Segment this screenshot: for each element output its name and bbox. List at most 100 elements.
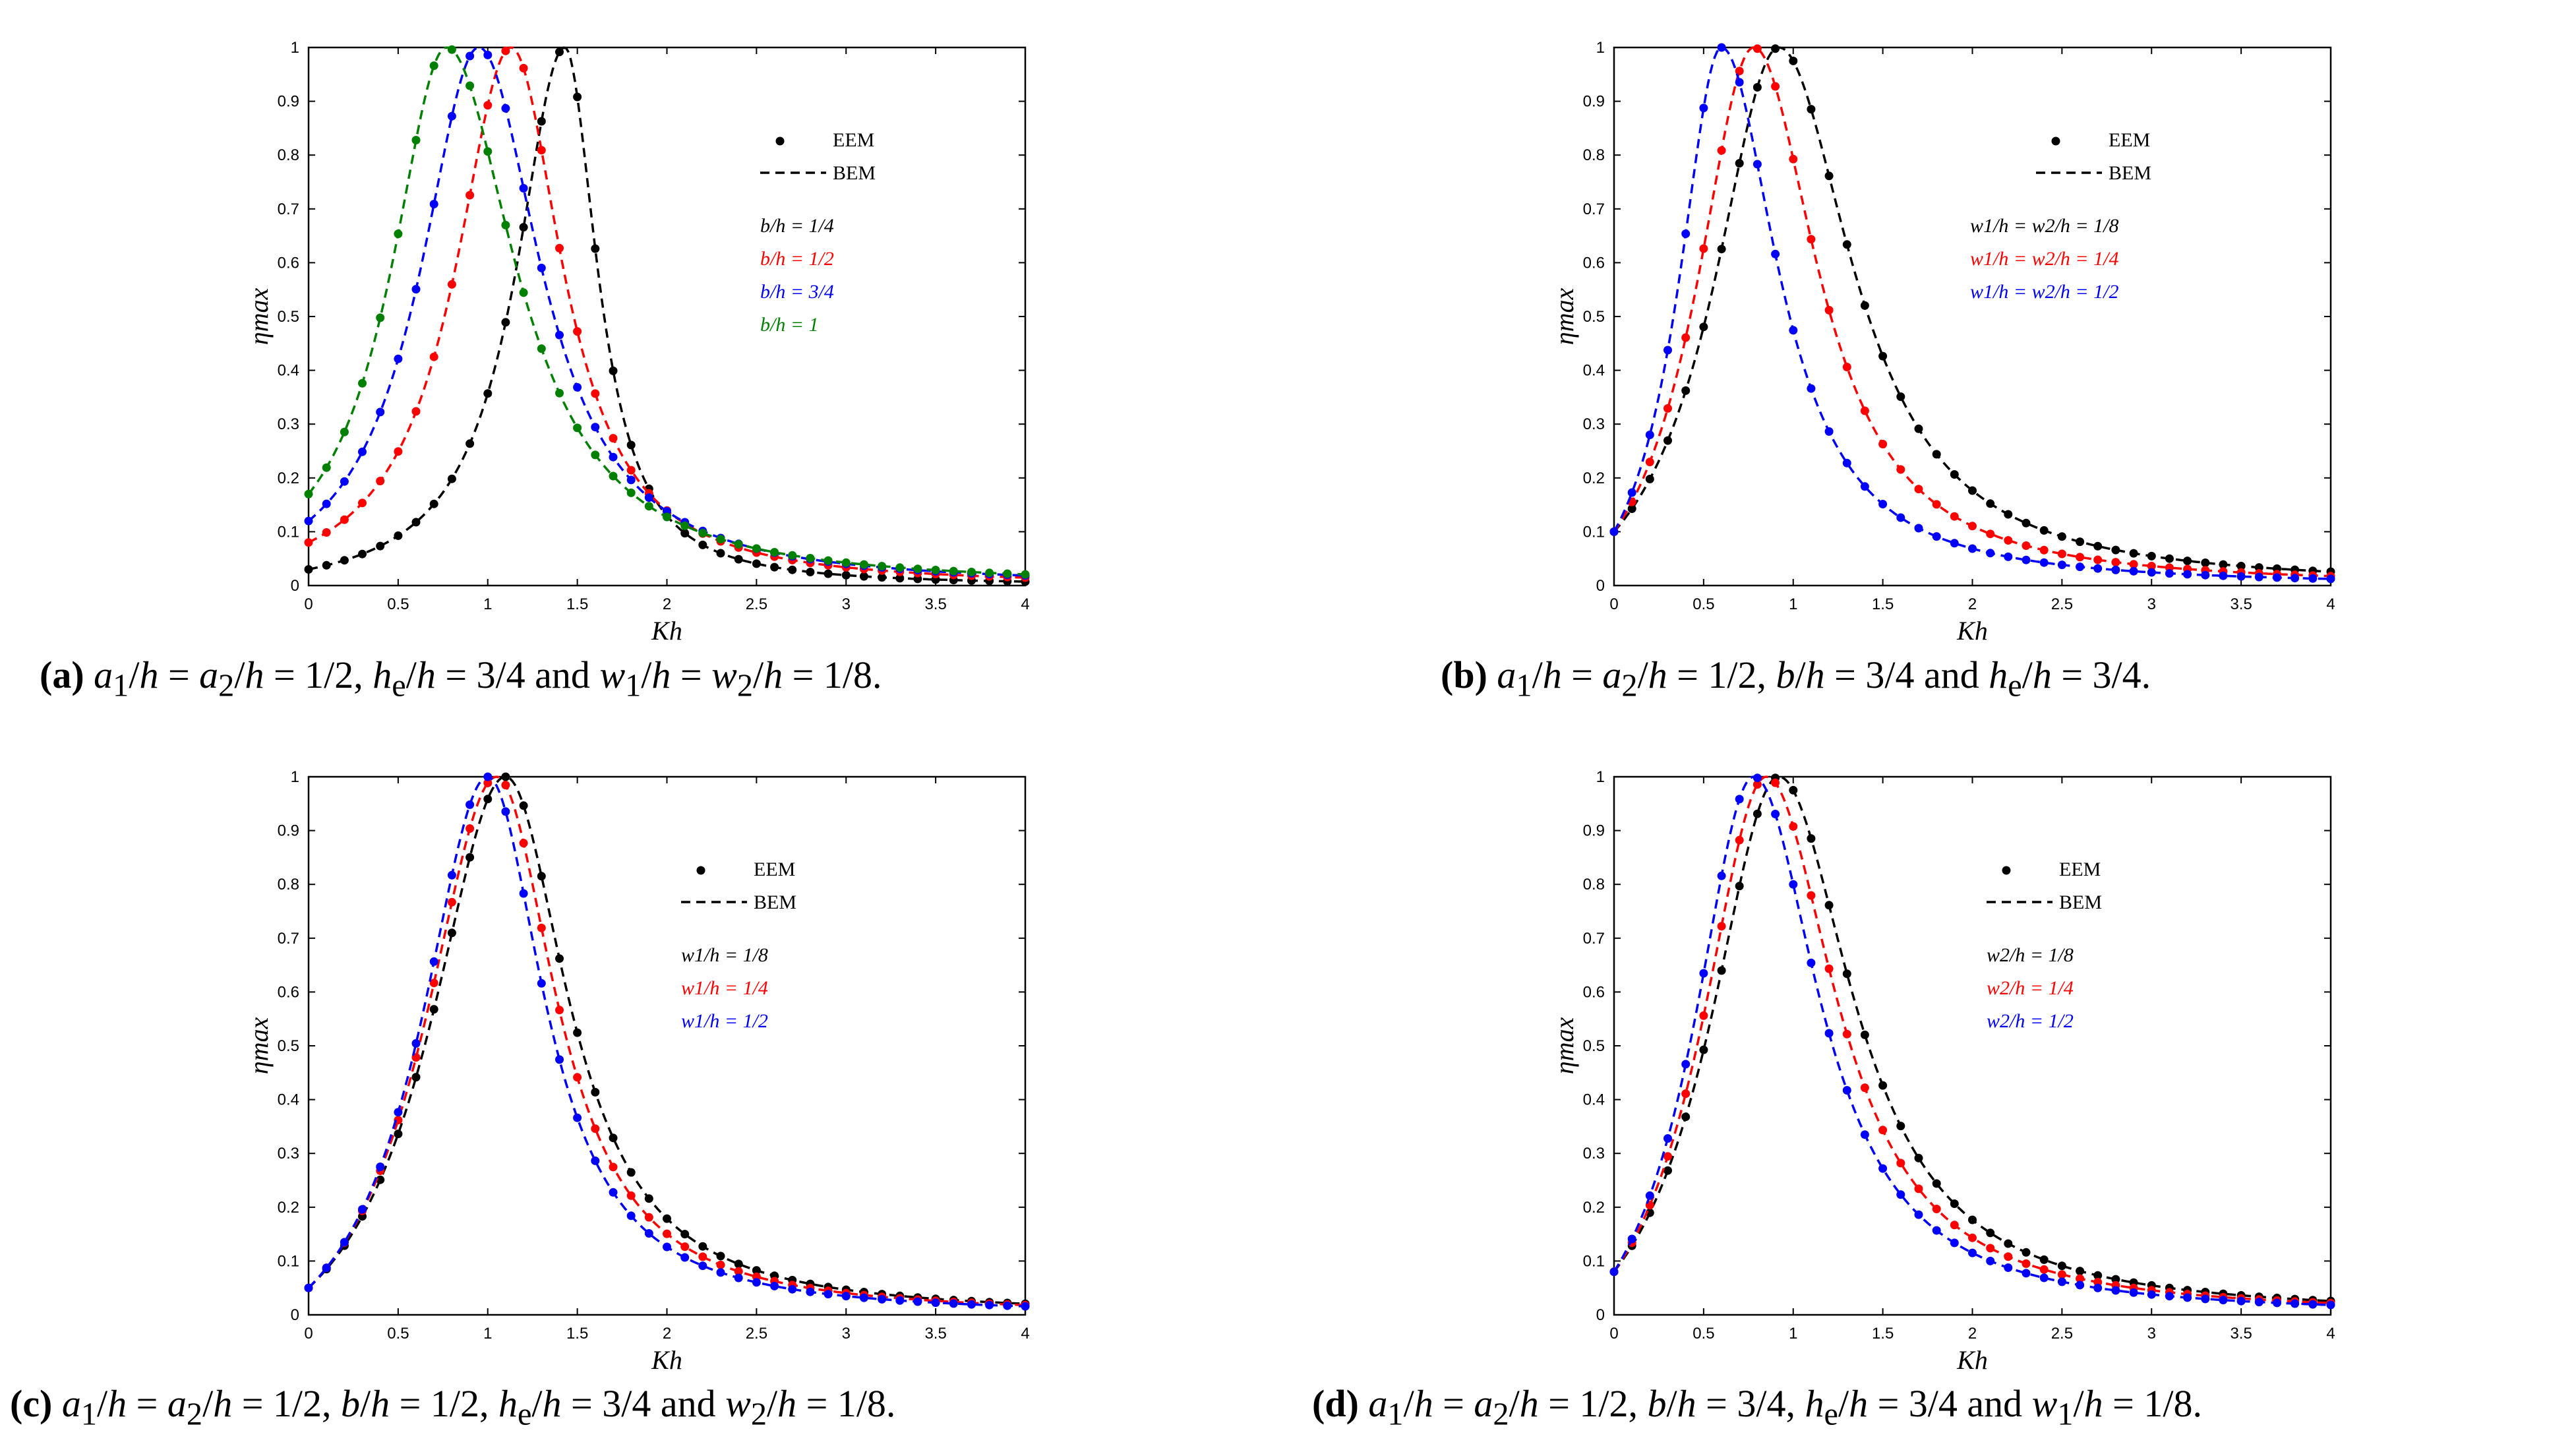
series-point-0 xyxy=(1752,82,1762,92)
chart-panel-b: 0 0.5 1 1.5 2 2.5 3 3.5 4 0 0.1 0.2 0.3 0.4 0.5 0.6 0.7 0… xyxy=(1549,39,2335,646)
series-point-3 xyxy=(429,61,438,71)
series-point-1 xyxy=(1771,778,1780,787)
x-tick-label: 1.5 xyxy=(1872,595,1894,613)
legend-marker-eem xyxy=(696,866,705,875)
x-tick-label: 2 xyxy=(663,1325,671,1343)
legend-label-bem: BEM xyxy=(2059,891,2102,913)
series-point-0 xyxy=(591,244,600,253)
series-line-1 xyxy=(1613,46,2331,578)
series-point-2 xyxy=(358,1205,367,1214)
y-tick-label: 0 xyxy=(1596,577,1605,595)
series-point-0 xyxy=(429,499,438,508)
series-point-2 xyxy=(770,1281,779,1290)
series-point-1 xyxy=(1752,44,1762,53)
series-point-0 xyxy=(465,853,475,862)
series-point-0 xyxy=(1860,1030,1869,1039)
y-tick-label: 0.5 xyxy=(278,1037,299,1055)
x-tick-label: 0.5 xyxy=(387,595,409,613)
series-point-0 xyxy=(626,440,636,450)
series-point-2 xyxy=(752,1278,761,1287)
series-point-3 xyxy=(770,548,779,557)
series-point-1 xyxy=(1914,485,1923,494)
legend-series-0: w1/h = w2/h = 1/8 xyxy=(1970,215,2119,237)
series-point-1 xyxy=(2057,1270,2066,1279)
series-point-3 xyxy=(394,229,403,239)
series-point-0 xyxy=(376,1175,385,1184)
series-point-3 xyxy=(483,147,493,156)
y-tick-label: 0.1 xyxy=(1583,1252,1605,1270)
series-point-2 xyxy=(2111,1286,2120,1295)
y-tick-label: 0.7 xyxy=(1583,200,1605,218)
series-point-1 xyxy=(411,407,421,416)
series-point-0 xyxy=(1717,245,1726,254)
series-point-0 xyxy=(2076,537,2085,547)
series-point-1 xyxy=(1932,500,1941,509)
series-point-3 xyxy=(806,554,815,562)
series-point-0 xyxy=(394,1130,403,1139)
series-point-0 xyxy=(1789,56,1798,65)
chart-panel-c: 0 0.5 1 1.5 2 2.5 3 3.5 4 0 0.1 0.2 0.3 0.4 0.5 0.6 0.7 0… xyxy=(244,768,1030,1375)
y-tick-label: 0.3 xyxy=(278,415,299,433)
series-point-2 xyxy=(2308,574,2318,583)
y-axis-label: ηmax xyxy=(1549,288,1579,346)
series-point-2 xyxy=(1699,104,1708,113)
series-point-0 xyxy=(1824,171,1834,181)
series-point-0 xyxy=(716,1252,725,1261)
plot-frame xyxy=(1613,46,2332,587)
series-point-2 xyxy=(2129,1288,2138,1297)
series-point-2 xyxy=(1717,43,1726,52)
series-point-1 xyxy=(1860,406,1869,415)
series-point-2 xyxy=(591,423,600,432)
y-tick-label: 0.6 xyxy=(278,983,299,1001)
x-tick-label: 0 xyxy=(304,1325,313,1343)
series-point-0 xyxy=(376,541,385,551)
series-point-2 xyxy=(2273,573,2281,582)
series-point-0 xyxy=(1914,424,1923,433)
series-line-3 xyxy=(307,46,1026,576)
series-point-2 xyxy=(841,1292,851,1301)
series-line-0 xyxy=(1613,46,2331,573)
series-point-2 xyxy=(411,1039,421,1048)
series-point-3 xyxy=(716,535,725,544)
y-tick-label: 0.7 xyxy=(278,200,299,218)
series-point-1 xyxy=(1896,1159,1905,1168)
x-tick-label: 1 xyxy=(1789,1325,1797,1343)
series-point-2 xyxy=(2039,558,2049,567)
legend-series-1: w2/h = 1/4 xyxy=(1987,977,2074,999)
series-point-1 xyxy=(1663,404,1672,413)
series-point-1 xyxy=(573,1073,582,1082)
y-tick-label: 0.2 xyxy=(278,469,299,487)
series-point-1 xyxy=(537,923,546,932)
series-point-2 xyxy=(1735,78,1744,87)
series-point-1 xyxy=(1663,1152,1672,1161)
series-point-3 xyxy=(1021,570,1030,579)
series-point-0 xyxy=(1986,1228,1995,1238)
y-tick-label: 0.2 xyxy=(1583,1199,1605,1217)
series-point-2 xyxy=(1752,160,1762,169)
series-point-0 xyxy=(1645,475,1654,483)
series-point-2 xyxy=(644,1229,653,1238)
series-point-1 xyxy=(1842,1029,1851,1039)
series-point-2 xyxy=(2291,574,2300,583)
series-point-0 xyxy=(2039,1255,2049,1264)
x-tick-label: 2 xyxy=(663,595,671,613)
y-tick-label: 0.1 xyxy=(278,1252,299,1270)
series-point-1 xyxy=(376,477,385,485)
y-tick-label: 0 xyxy=(291,577,299,595)
series-point-2 xyxy=(1681,1060,1691,1069)
y-tick-label: 0.5 xyxy=(1583,308,1605,326)
series-point-2 xyxy=(1932,1226,1941,1235)
series-point-2 xyxy=(1860,1130,1869,1139)
series-point-0 xyxy=(1878,1081,1888,1090)
series-point-2 xyxy=(1986,1256,1995,1265)
series-point-2 xyxy=(376,408,385,417)
series-point-1 xyxy=(1717,922,1726,931)
series-point-2 xyxy=(716,1268,725,1277)
series-point-0 xyxy=(2129,549,2138,558)
series-point-0 xyxy=(2039,526,2049,535)
series-point-2 xyxy=(1663,346,1672,355)
series-point-0 xyxy=(358,549,367,559)
series-point-0 xyxy=(394,531,403,540)
series-point-2 xyxy=(1771,810,1780,818)
y-tick-label: 1 xyxy=(291,39,299,57)
